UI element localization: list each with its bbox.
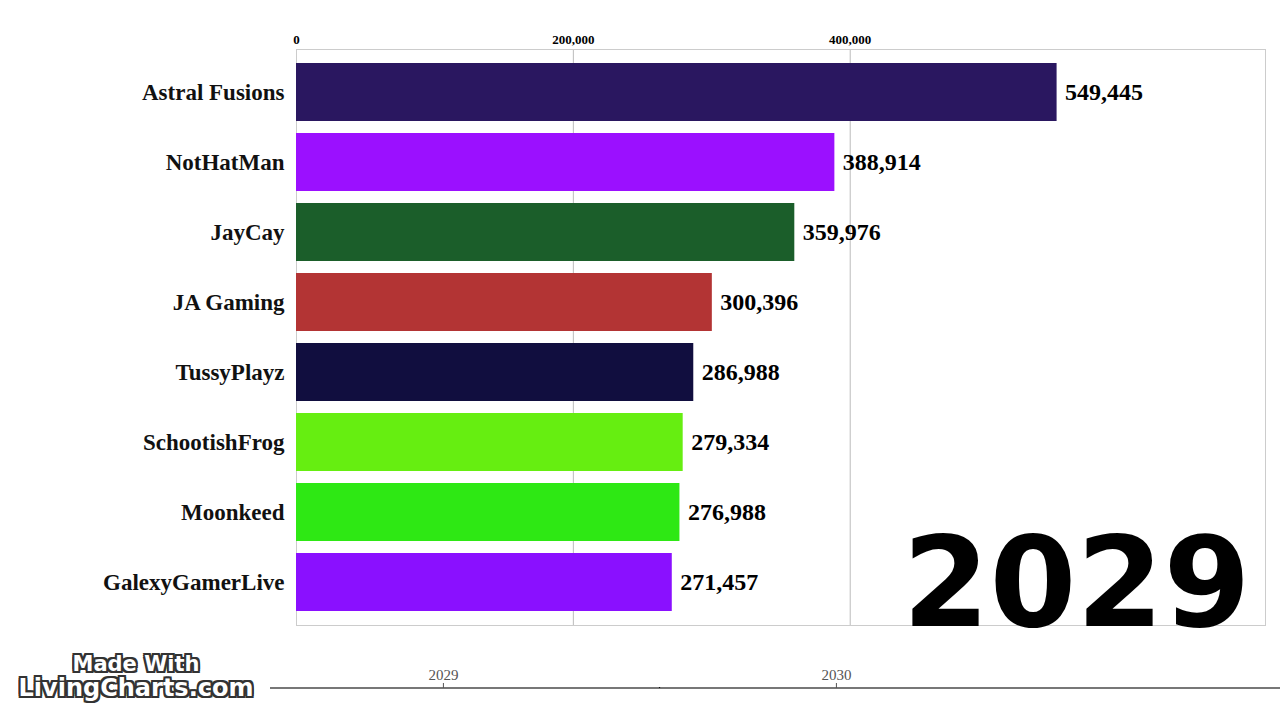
svg-text:2029: 2029 [903, 510, 1251, 655]
svg-text:GalexyGamerLive: GalexyGamerLive [103, 570, 284, 595]
svg-text:Astral Fusions: Astral Fusions [142, 80, 285, 105]
html-text:LivingCharts.com: LivingCharts.com [18, 674, 254, 702]
svg-text:0: 0 [293, 32, 300, 47]
svg-text:JayCay: JayCay [210, 220, 285, 245]
svg-text:Moonkeed: Moonkeed [181, 500, 285, 525]
svg-text:JA Gaming: JA Gaming [173, 290, 285, 315]
svg-text:SchootishFrog: SchootishFrog [143, 430, 285, 455]
html-text:Made With: Made With [72, 652, 200, 676]
svg-text:271,457: 271,457 [680, 569, 758, 595]
svg-text:300,396: 300,396 [720, 289, 798, 315]
svg-text:388,914: 388,914 [843, 149, 921, 175]
svg-text:400,000: 400,000 [829, 32, 871, 47]
svg-text:549,445: 549,445 [1065, 79, 1143, 105]
svg-text:359,976: 359,976 [803, 219, 881, 245]
svg-text:286,988: 286,988 [702, 359, 780, 385]
svg-text:TussyPlayz: TussyPlayz [175, 360, 284, 385]
svg-text:2029: 2029 [428, 667, 458, 683]
svg-text:NotHatMan: NotHatMan [166, 150, 285, 175]
svg-text:279,334: 279,334 [691, 429, 769, 455]
svg-text:276,988: 276,988 [688, 499, 766, 525]
svg-text:2030: 2030 [821, 667, 851, 683]
svg-text:200,000: 200,000 [552, 32, 594, 47]
